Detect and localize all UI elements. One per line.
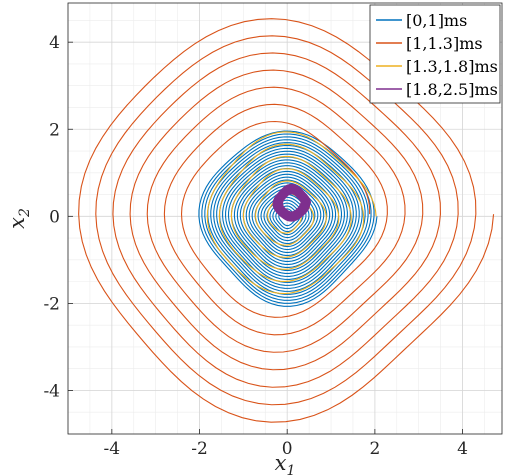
legend-label: [1.3,1.8]ms bbox=[406, 57, 498, 76]
plot-series bbox=[78, 18, 495, 423]
x-axis-label: x1 bbox=[275, 451, 296, 475]
series-line bbox=[206, 131, 377, 295]
x-tick-label: 0 bbox=[282, 439, 293, 459]
y-tick-label: -4 bbox=[43, 381, 60, 401]
legend-label: [0,1]ms bbox=[406, 11, 467, 30]
series-line bbox=[78, 18, 495, 423]
y-axis-label: x2 bbox=[5, 208, 33, 229]
series-line bbox=[198, 130, 378, 307]
legend-box bbox=[369, 4, 501, 104]
axis-ticks: -4 -2 0 2 4 -4 -2 0 2 4 bbox=[43, 33, 468, 459]
y-tick-label: 4 bbox=[49, 33, 60, 53]
legend: [0,1]ms [1,1.3]ms [1.3,1.8]ms [1.8,2.5]ms bbox=[369, 4, 501, 104]
legend-label: [1,1.3]ms bbox=[406, 34, 483, 53]
x-tick-label: -4 bbox=[104, 439, 121, 459]
series-line bbox=[272, 183, 312, 222]
x-tick-label: 2 bbox=[369, 439, 380, 459]
x-tick-label: 4 bbox=[457, 439, 468, 459]
y-tick-label: 0 bbox=[49, 207, 60, 227]
y-tick-label: 2 bbox=[49, 120, 60, 140]
legend-label: [1.8,2.5]ms bbox=[406, 80, 498, 99]
x-tick-label: -2 bbox=[191, 439, 208, 459]
y-tick-label: -2 bbox=[43, 294, 60, 314]
plot-frame bbox=[67, 2, 503, 435]
